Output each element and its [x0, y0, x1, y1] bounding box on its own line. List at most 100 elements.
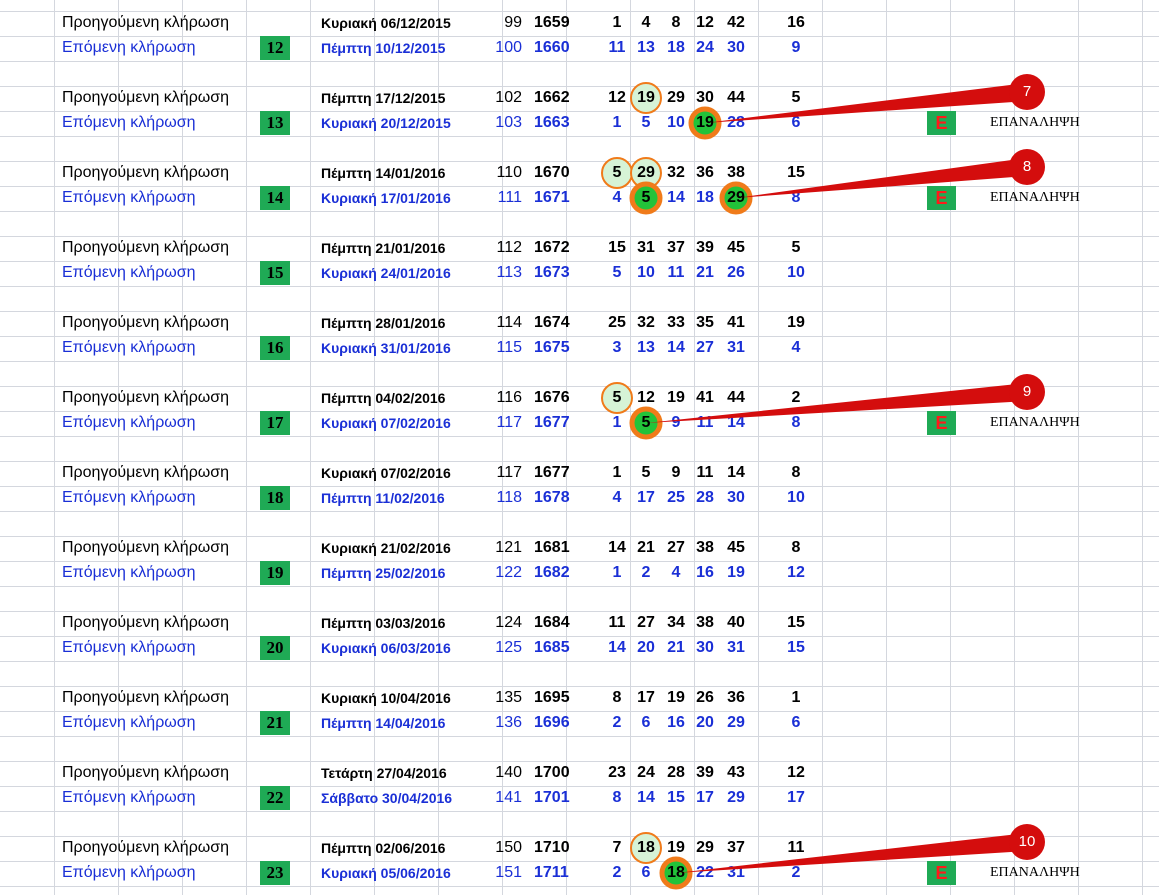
prev-drawn-number: 41: [696, 389, 714, 406]
repeat-label: ΕΠΑΝΑΛΗΨΗ: [990, 190, 1080, 205]
prev-drawn-number: 39: [696, 764, 714, 781]
highlighted-number: 5: [641, 189, 651, 206]
next-draw-label: Επόμενη κλήρωση: [62, 339, 196, 356]
repeat-marker-box: E: [927, 861, 956, 885]
prev-drawn-number: 42: [727, 14, 745, 31]
next-drawn-number: 4: [671, 564, 681, 581]
next-drawn-number: 20: [696, 714, 714, 731]
prev-drawn-number: 15: [608, 239, 626, 256]
prev-bonus-number: 16: [787, 14, 805, 31]
group-number-badge: 19: [260, 561, 290, 585]
prev-drawn-number: 12: [608, 89, 626, 106]
group-number-badge: 14: [260, 186, 290, 210]
next-drawn-number: 9: [671, 414, 681, 431]
next-draw-number: 1663: [534, 114, 570, 131]
prev-draw-number: 1681: [534, 539, 570, 556]
prev-draw-label: Προηγούμενη κλήρωση: [62, 614, 230, 631]
next-drawn-number: 6: [641, 864, 651, 881]
next-drawn-number: 15: [667, 789, 685, 806]
next-drawn-number: 11: [696, 414, 714, 431]
next-drawn-number: 10: [637, 264, 655, 281]
highlighted-number: 5: [612, 164, 622, 181]
next-draw-number: 1701: [534, 789, 570, 806]
callout-number: 9: [1022, 383, 1032, 400]
next-drawn-number: 1: [612, 414, 622, 431]
next-draw-date: Κυριακή 07/02/2016: [321, 415, 451, 431]
next-drawn-number: 13: [637, 39, 655, 56]
next-drawn-number: 30: [696, 639, 714, 656]
prev-drawn-number: 36: [727, 689, 745, 706]
next-draw-number: 1660: [534, 39, 570, 56]
prev-draw-date: Πέμπτη 02/06/2016: [321, 840, 446, 856]
prev-draw-sequence: 112: [496, 239, 522, 256]
prev-draw-number: 1674: [534, 314, 570, 331]
prev-draw-number: 1710: [534, 839, 570, 856]
next-bonus-number: 2: [791, 864, 801, 881]
prev-drawn-number: 27: [667, 539, 685, 556]
prev-drawn-number: 39: [696, 239, 714, 256]
prev-bonus-number: 15: [787, 614, 805, 631]
next-bonus-number: 17: [787, 789, 805, 806]
highlighted-number: 29: [637, 164, 655, 181]
next-drawn-number: 26: [727, 264, 745, 281]
prev-drawn-number: 31: [637, 239, 655, 256]
next-draw-label: Επόμενη κλήρωση: [62, 264, 196, 281]
next-drawn-number: 2: [641, 564, 651, 581]
prev-bonus-number: 5: [791, 89, 801, 106]
prev-draw-number: 1695: [534, 689, 570, 706]
prev-drawn-number: 35: [696, 314, 714, 331]
prev-drawn-number: 7: [612, 839, 622, 856]
prev-drawn-number: 1: [612, 14, 622, 31]
next-bonus-number: 6: [791, 714, 801, 731]
next-draw-label: Επόμενη κλήρωση: [62, 39, 196, 56]
group-number-badge: 17: [260, 411, 290, 435]
next-draw-number: 1711: [534, 864, 569, 881]
next-draw-sequence: 141: [495, 789, 522, 806]
prev-bonus-number: 11: [787, 839, 805, 856]
prev-drawn-number: 33: [667, 314, 685, 331]
repeat-marker-box: E: [927, 186, 956, 210]
next-draw-sequence: 118: [496, 489, 522, 506]
group-number-badge: 22: [260, 786, 290, 810]
prev-draw-sequence: 135: [495, 689, 522, 706]
next-drawn-number: 4: [612, 489, 622, 506]
next-drawn-number: 2: [612, 714, 622, 731]
next-drawn-number: 29: [727, 714, 745, 731]
prev-draw-sequence: 140: [495, 764, 522, 781]
next-bonus-number: 10: [787, 264, 805, 281]
prev-drawn-number: 38: [727, 164, 745, 181]
next-bonus-number: 4: [791, 339, 801, 356]
next-draw-label: Επόμενη κλήρωση: [62, 189, 196, 206]
next-drawn-number: 24: [696, 39, 714, 56]
prev-draw-number: 1700: [534, 764, 570, 781]
prev-bonus-number: 8: [791, 539, 801, 556]
next-draw-sequence: 115: [496, 339, 522, 356]
next-draw-number: 1696: [534, 714, 570, 731]
next-draw-date: Κυριακή 06/03/2016: [321, 640, 451, 656]
next-draw-label: Επόμενη κλήρωση: [62, 864, 196, 881]
next-drawn-number: 1: [612, 114, 622, 131]
repeat-label: ΕΠΑΝΑΛΗΨΗ: [990, 115, 1080, 130]
next-draw-sequence: 111: [497, 189, 522, 206]
repeat-label: ΕΠΑΝΑΛΗΨΗ: [990, 415, 1080, 430]
prev-drawn-number: 14: [727, 464, 745, 481]
prev-draw-number: 1662: [534, 89, 570, 106]
next-drawn-number: 22: [696, 864, 714, 881]
prev-drawn-number: 43: [727, 764, 745, 781]
prev-drawn-number: 38: [696, 539, 714, 556]
prev-draw-label: Προηγούμενη κλήρωση: [62, 764, 230, 781]
prev-draw-label: Προηγούμενη κλήρωση: [62, 89, 230, 106]
prev-draw-date: Πέμπτη 14/01/2016: [321, 165, 446, 181]
prev-drawn-number: 38: [696, 614, 714, 631]
prev-drawn-number: 27: [637, 614, 655, 631]
next-drawn-number: 16: [667, 714, 685, 731]
prev-drawn-number: 9: [671, 464, 681, 481]
callout-number: 7: [1022, 83, 1032, 100]
next-draw-date: Πέμπτη 14/04/2016: [321, 715, 446, 731]
prev-bonus-number: 19: [787, 314, 805, 331]
next-draw-sequence: 151: [495, 864, 522, 881]
prev-drawn-number: 34: [667, 614, 685, 631]
next-drawn-number: 5: [641, 114, 651, 131]
next-drawn-number: 2: [612, 864, 622, 881]
next-drawn-number: 17: [637, 489, 655, 506]
